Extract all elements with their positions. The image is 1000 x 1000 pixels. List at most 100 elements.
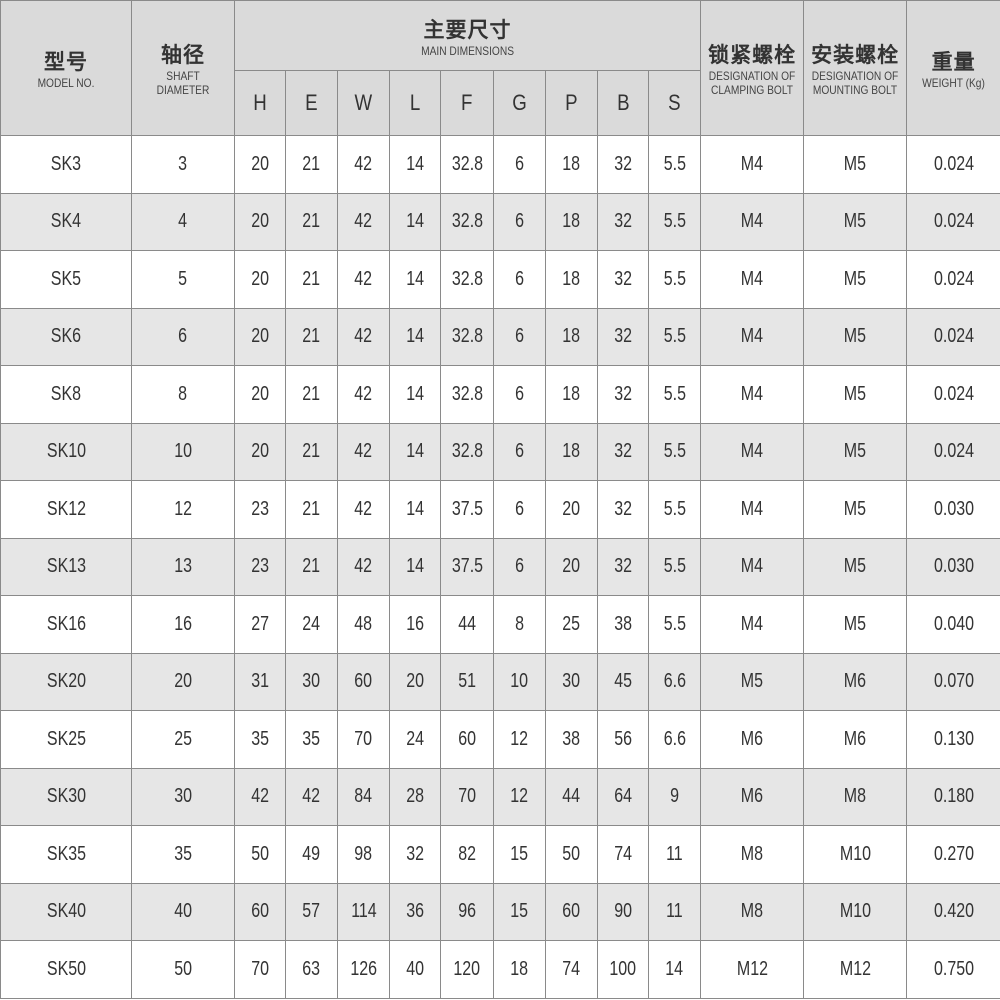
cell-l: 32 bbox=[389, 825, 441, 884]
cell-f: 32.8 bbox=[440, 422, 494, 481]
cell-weight: 0.750 bbox=[906, 940, 1000, 999]
cell-l: 28 bbox=[389, 767, 441, 826]
cell-g: 8 bbox=[493, 595, 546, 654]
cell-h: 50 bbox=[234, 825, 286, 884]
cell-shaft-diameter: 3 bbox=[131, 135, 235, 194]
header-dim-s: S bbox=[647, 70, 702, 136]
table-row: SK35 35 50 49 98 32 82 15 50 74 11 M8 M10 0.270 bbox=[0, 825, 1000, 884]
header-dim-g: G bbox=[493, 70, 546, 136]
cell-l: 14 bbox=[389, 135, 441, 194]
table-row: SK13 13 23 21 42 14 37.5 6 20 32 5.5 M4 M5 0.030 bbox=[0, 537, 1000, 596]
cell-f: 82 bbox=[440, 825, 494, 884]
cell-l: 14 bbox=[389, 250, 441, 309]
cell-h: 20 bbox=[234, 365, 286, 424]
cell-s: 5.5 bbox=[647, 192, 702, 251]
cell-weight: 0.070 bbox=[906, 652, 1000, 711]
cell-mounting-bolt: M5 bbox=[803, 537, 908, 596]
cell-weight: 0.040 bbox=[906, 595, 1000, 654]
cell-b: 32 bbox=[597, 422, 649, 481]
cell-s: 5.5 bbox=[647, 135, 702, 194]
cell-l: 14 bbox=[389, 480, 441, 539]
cell-weight: 0.270 bbox=[906, 825, 1000, 884]
cell-b: 32 bbox=[597, 250, 649, 309]
cell-f: 51 bbox=[440, 652, 494, 711]
cell-h: 20 bbox=[234, 422, 286, 481]
table-row: SK4 4 20 21 42 14 32.8 6 18 32 5.5 M4 M5 0.024 bbox=[0, 192, 1000, 251]
cell-clamping-bolt: M4 bbox=[700, 250, 805, 309]
cell-mounting-bolt: M5 bbox=[803, 365, 908, 424]
cell-mounting-bolt: M5 bbox=[803, 135, 908, 194]
cell-g: 6 bbox=[493, 365, 546, 424]
table-row: SK50 50 70 63 126 40 120 18 74 100 14 M12 M12 0.750 bbox=[0, 940, 1000, 999]
cell-h: 20 bbox=[234, 250, 286, 309]
cell-weight: 0.024 bbox=[906, 307, 1000, 366]
cell-shaft-diameter: 6 bbox=[131, 307, 235, 366]
cell-b: 32 bbox=[597, 537, 649, 596]
cell-model: SK16 bbox=[0, 595, 132, 654]
cell-model: SK4 bbox=[0, 192, 132, 251]
cell-shaft-diameter: 10 bbox=[131, 422, 235, 481]
cell-g: 18 bbox=[493, 940, 546, 999]
header-model: 型号 MODEL NO. bbox=[0, 0, 132, 136]
cell-shaft-diameter: 5 bbox=[131, 250, 235, 309]
cell-clamping-bolt: M4 bbox=[700, 192, 805, 251]
cell-clamping-bolt: M5 bbox=[700, 652, 805, 711]
cell-w: 42 bbox=[337, 307, 390, 366]
cell-g: 15 bbox=[493, 882, 546, 941]
cell-clamping-bolt: M6 bbox=[700, 710, 805, 769]
cell-model: SK3 bbox=[0, 135, 132, 194]
cell-s: 5.5 bbox=[647, 365, 702, 424]
table-row: SK16 16 27 24 48 16 44 8 25 38 5.5 M4 M5 0.040 bbox=[0, 595, 1000, 654]
cell-shaft-diameter: 30 bbox=[131, 767, 235, 826]
cell-p: 38 bbox=[545, 710, 598, 769]
cell-p: 20 bbox=[545, 480, 598, 539]
cell-clamping-bolt: M4 bbox=[700, 307, 805, 366]
cell-model: SK13 bbox=[0, 537, 132, 596]
table-row: SK20 20 31 30 60 20 51 10 30 45 6.6 M5 M6 0.070 bbox=[0, 652, 1000, 711]
cell-w: 42 bbox=[337, 480, 390, 539]
cell-mounting-bolt: M12 bbox=[803, 940, 908, 999]
cell-shaft-diameter: 25 bbox=[131, 710, 235, 769]
cell-g: 10 bbox=[493, 652, 546, 711]
cell-w: 42 bbox=[337, 422, 390, 481]
cell-h: 31 bbox=[234, 652, 286, 711]
cell-h: 23 bbox=[234, 480, 286, 539]
cell-e: 49 bbox=[285, 825, 338, 884]
cell-s: 5.5 bbox=[647, 250, 702, 309]
cell-clamping-bolt: M4 bbox=[700, 537, 805, 596]
header-dim-e: E bbox=[285, 70, 338, 136]
header-main-dimensions: 主要尺寸 MAIN DIMENSIONS bbox=[233, 0, 702, 71]
cell-clamping-bolt: M8 bbox=[700, 882, 805, 941]
table-row: SK25 25 35 35 70 24 60 12 38 56 6.6 M6 M6 0.130 bbox=[0, 710, 1000, 769]
cell-h: 35 bbox=[234, 710, 286, 769]
cell-model: SK25 bbox=[0, 710, 132, 769]
cell-g: 6 bbox=[493, 422, 546, 481]
cell-shaft-diameter: 20 bbox=[131, 652, 235, 711]
cell-b: 45 bbox=[597, 652, 649, 711]
cell-mounting-bolt: M10 bbox=[803, 825, 908, 884]
cell-f: 32.8 bbox=[440, 135, 494, 194]
cell-model: SK8 bbox=[0, 365, 132, 424]
cell-clamping-bolt: M4 bbox=[700, 480, 805, 539]
cell-clamping-bolt: M4 bbox=[700, 135, 805, 194]
cell-weight: 0.024 bbox=[906, 250, 1000, 309]
table-row: SK40 40 60 57 114 36 96 15 60 90 11 M8 M10 0.420 bbox=[0, 882, 1000, 941]
cell-b: 32 bbox=[597, 192, 649, 251]
cell-f: 32.8 bbox=[440, 250, 494, 309]
cell-shaft-diameter: 4 bbox=[131, 192, 235, 251]
cell-h: 20 bbox=[234, 192, 286, 251]
header-dim-b: B bbox=[597, 70, 649, 136]
cell-weight: 0.420 bbox=[906, 882, 1000, 941]
cell-mounting-bolt: M5 bbox=[803, 250, 908, 309]
cell-l: 24 bbox=[389, 710, 441, 769]
cell-s: 6.6 bbox=[647, 652, 702, 711]
cell-w: 126 bbox=[337, 940, 390, 999]
cell-b: 32 bbox=[597, 365, 649, 424]
cell-mounting-bolt: M10 bbox=[803, 882, 908, 941]
table-row: SK30 30 42 42 84 28 70 12 44 64 9 M6 M8 0.180 bbox=[0, 767, 1000, 826]
cell-e: 21 bbox=[285, 192, 338, 251]
cell-p: 74 bbox=[545, 940, 598, 999]
header-mounting-bolt: 安装螺栓 DESIGNATION OF MOUNTING BOLT bbox=[803, 0, 908, 136]
